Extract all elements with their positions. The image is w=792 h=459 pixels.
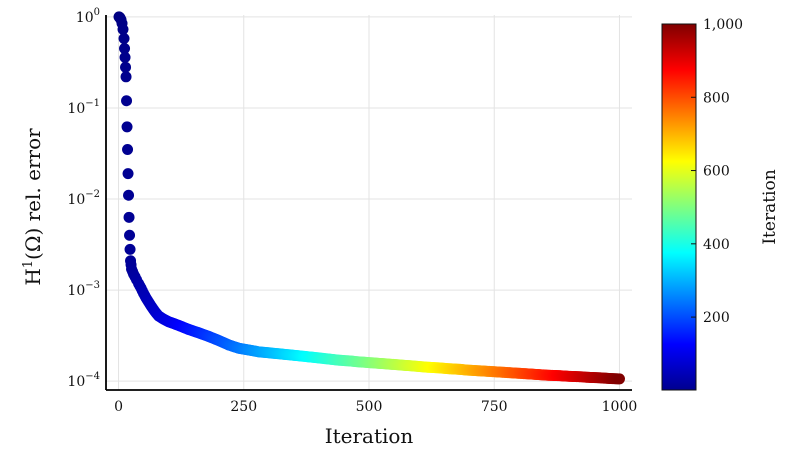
y-axis-label-rest: (Ω) rel. error — [21, 128, 45, 260]
data-point — [613, 373, 625, 385]
colorbar-tick-label: 1,000 — [703, 17, 743, 33]
colorbar-tick-label: 200 — [703, 310, 730, 326]
colorbar-tick-label: 600 — [703, 164, 730, 180]
data-point — [119, 51, 131, 63]
data-point — [120, 61, 132, 73]
data-point — [124, 243, 136, 255]
data-point — [122, 144, 134, 156]
data-point — [122, 168, 134, 180]
data-point — [124, 229, 136, 241]
colorbar-tick-label: 400 — [703, 237, 730, 253]
x-tick-label: 750 — [481, 399, 508, 415]
y-tick-label: 10−4 — [67, 371, 100, 390]
y-axis-label-main: H — [21, 268, 45, 285]
data-point — [119, 43, 131, 55]
x-axis-label: Iteration — [325, 424, 414, 448]
data-point — [120, 71, 132, 83]
colorbar — [661, 23, 697, 391]
y-tick-label: 10−3 — [67, 280, 100, 299]
y-tick-label: 100 — [76, 7, 100, 26]
y-axis-label-sup: 1 — [21, 260, 36, 268]
x-tick-label: 500 — [356, 399, 383, 415]
y-tick-label: 10−1 — [67, 98, 100, 117]
data-point — [117, 23, 129, 35]
data-point — [121, 95, 133, 107]
colorbar-ticks: 200 400 600 800 1,000 — [691, 17, 743, 326]
colorbar-tick-label: 800 — [703, 90, 730, 106]
x-tick-label: 250 — [230, 399, 257, 415]
data-point — [123, 211, 135, 223]
data-points — [113, 11, 625, 385]
data-point — [118, 32, 130, 44]
x-tick-label: 1000 — [602, 399, 638, 415]
axes: 0 250 500 750 1000 10−4 10−3 10−2 10−1 100 — [67, 7, 637, 415]
x-tick-label: 0 — [114, 399, 123, 415]
data-point — [123, 189, 135, 201]
y-axis-label: H1(Ω) rel. error — [21, 128, 45, 286]
colorbar-label: Iteration — [760, 169, 780, 244]
data-point — [121, 121, 133, 133]
grid — [106, 15, 632, 390]
y-tick-label: 10−2 — [67, 189, 100, 208]
